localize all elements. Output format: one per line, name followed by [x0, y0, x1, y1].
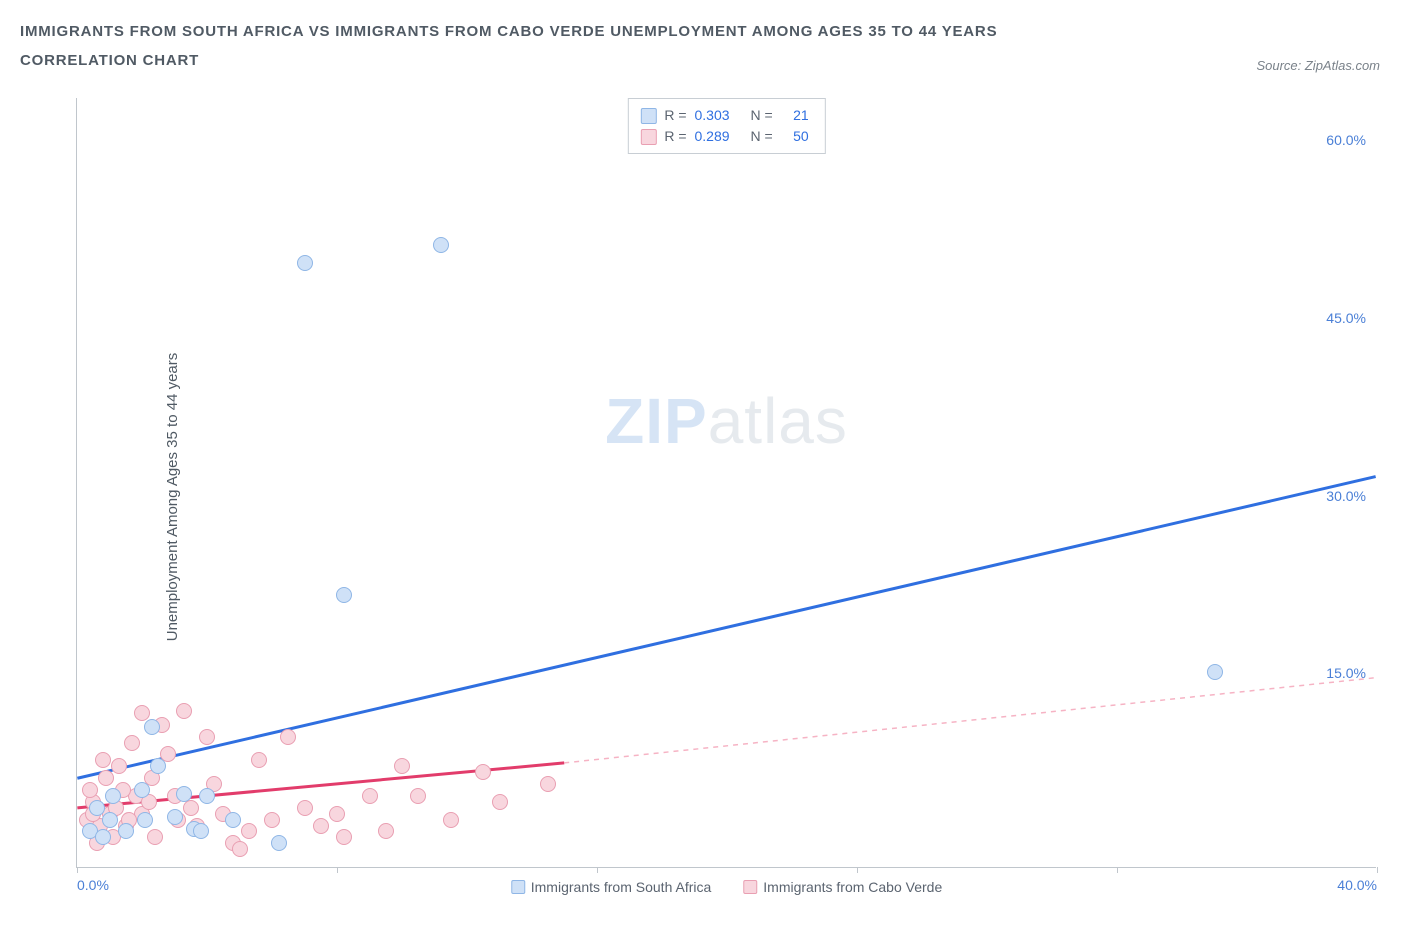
- scatter-point: [199, 788, 215, 804]
- x-tick-label: 0.0%: [77, 877, 109, 893]
- scatter-point: [271, 835, 287, 851]
- scatter-point: [329, 806, 345, 822]
- scatter-point: [475, 764, 491, 780]
- legend-series-label: Immigrants from South Africa: [531, 879, 712, 895]
- legend-swatch: [743, 880, 757, 894]
- y-tick-label: 60.0%: [1326, 132, 1366, 148]
- scatter-point: [336, 829, 352, 845]
- scatter-point: [232, 841, 248, 857]
- trend-lines: [77, 98, 1376, 867]
- scatter-point: [144, 719, 160, 735]
- legend-stat-row: R = 0.289 N = 50: [640, 126, 808, 147]
- scatter-point: [137, 812, 153, 828]
- scatter-point: [225, 812, 241, 828]
- scatter-point: [102, 812, 118, 828]
- x-tick: [857, 867, 858, 873]
- legend-swatch: [640, 129, 656, 145]
- x-tick: [1117, 867, 1118, 873]
- watermark: ZIPatlas: [605, 384, 848, 458]
- legend-stats: R = 0.303 N = 21 R = 0.289 N = 50: [627, 98, 825, 154]
- scatter-point: [540, 776, 556, 792]
- y-tick-label: 30.0%: [1326, 488, 1366, 504]
- legend-series: Immigrants from South Africa Immigrants f…: [511, 879, 942, 895]
- scatter-point: [433, 237, 449, 253]
- scatter-point: [150, 758, 166, 774]
- scatter-point: [134, 705, 150, 721]
- scatter-point: [251, 752, 267, 768]
- trend-line: [564, 678, 1375, 763]
- scatter-point: [492, 794, 508, 810]
- scatter-point: [336, 587, 352, 603]
- scatter-point: [1207, 664, 1223, 680]
- scatter-point: [280, 729, 296, 745]
- legend-swatch: [640, 108, 656, 124]
- scatter-point: [118, 823, 134, 839]
- page-title-line2: CORRELATION CHART: [20, 47, 1386, 76]
- scatter-point: [147, 829, 163, 845]
- x-tick: [77, 867, 78, 873]
- y-tick-label: 15.0%: [1326, 665, 1366, 681]
- scatter-point: [176, 786, 192, 802]
- legend-series-item: Immigrants from Cabo Verde: [743, 879, 942, 895]
- scatter-point: [199, 729, 215, 745]
- scatter-point: [167, 809, 183, 825]
- y-tick-label: 45.0%: [1326, 310, 1366, 326]
- scatter-point: [394, 758, 410, 774]
- x-tick: [597, 867, 598, 873]
- legend-stat-row: R = 0.303 N = 21: [640, 105, 808, 126]
- scatter-point: [95, 752, 111, 768]
- scatter-point: [111, 758, 127, 774]
- scatter-point: [134, 782, 150, 798]
- scatter-point: [95, 829, 111, 845]
- plot-area: ZIPatlas R =0.303N =21R =0.289N =50 Immi…: [76, 98, 1376, 868]
- legend-r-label: R =: [664, 105, 686, 126]
- legend-r-value: 0.289: [695, 126, 743, 147]
- legend-n-label: N =: [751, 126, 773, 147]
- scatter-point: [176, 703, 192, 719]
- source-attribution: Source: ZipAtlas.com: [1256, 58, 1380, 73]
- scatter-point: [264, 812, 280, 828]
- scatter-point: [82, 782, 98, 798]
- scatter-point: [241, 823, 257, 839]
- scatter-point: [410, 788, 426, 804]
- scatter-point: [183, 800, 199, 816]
- page-title-line1: IMMIGRANTS FROM SOUTH AFRICA VS IMMIGRAN…: [20, 18, 1386, 47]
- legend-n-value: 50: [781, 126, 809, 147]
- scatter-point: [362, 788, 378, 804]
- scatter-point: [124, 735, 140, 751]
- watermark-atlas: atlas: [708, 385, 848, 457]
- legend-swatch: [511, 880, 525, 894]
- legend-n-value: 21: [781, 105, 809, 126]
- scatter-point: [193, 823, 209, 839]
- legend-series-item: Immigrants from South Africa: [511, 879, 712, 895]
- scatter-point: [313, 818, 329, 834]
- scatter-point: [105, 788, 121, 804]
- scatter-point: [297, 800, 313, 816]
- legend-series-label: Immigrants from Cabo Verde: [763, 879, 942, 895]
- x-tick: [337, 867, 338, 873]
- watermark-zip: ZIP: [605, 385, 708, 457]
- scatter-point: [378, 823, 394, 839]
- scatter-point: [443, 812, 459, 828]
- scatter-point: [297, 255, 313, 271]
- x-tick: [1377, 867, 1378, 873]
- legend-r-label: R =: [664, 126, 686, 147]
- x-tick-label: 40.0%: [1337, 877, 1377, 893]
- trend-line: [77, 477, 1375, 779]
- scatter-point: [89, 800, 105, 816]
- correlation-chart: Unemployment Among Ages 35 to 44 years Z…: [20, 92, 1386, 902]
- legend-r-value: 0.303: [695, 105, 743, 126]
- title-block: IMMIGRANTS FROM SOUTH AFRICA VS IMMIGRAN…: [0, 0, 1406, 83]
- legend-n-label: N =: [751, 105, 773, 126]
- scatter-point: [98, 770, 114, 786]
